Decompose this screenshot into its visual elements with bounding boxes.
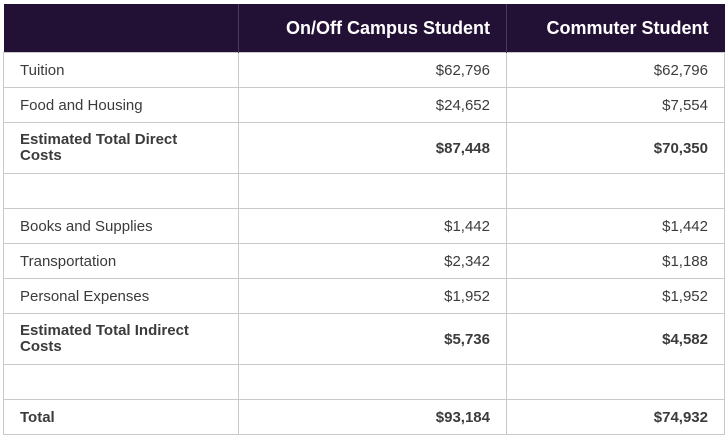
campus-value: $5,736 bbox=[238, 313, 507, 365]
table-row-food-housing: Food and Housing $24,652 $7,554 bbox=[3, 87, 725, 123]
spacer-cell bbox=[506, 173, 725, 209]
table-row-spacer bbox=[3, 173, 725, 209]
table-row-total-indirect-costs: Estimated Total Indirect Costs $5,736 $4… bbox=[3, 313, 725, 365]
campus-value: $2,342 bbox=[238, 243, 507, 279]
commuter-value: $1,442 bbox=[506, 208, 725, 244]
table-row-grand-total: Total $93,184 $74,932 bbox=[3, 399, 725, 435]
header-commuter-student: Commuter Student bbox=[506, 4, 725, 53]
campus-value: $87,448 bbox=[238, 122, 507, 174]
cost-of-attendance-table-wrapper: On/Off Campus Student Commuter Student T… bbox=[3, 4, 725, 435]
row-label: Total bbox=[3, 399, 239, 435]
cost-of-attendance-table: On/Off Campus Student Commuter Student T… bbox=[3, 4, 725, 435]
spacer-cell bbox=[238, 364, 507, 400]
table-row-total-direct-costs: Estimated Total Direct Costs $87,448 $70… bbox=[3, 122, 725, 174]
commuter-value: $4,582 bbox=[506, 313, 725, 365]
commuter-value: $1,952 bbox=[506, 278, 725, 314]
commuter-value: $70,350 bbox=[506, 122, 725, 174]
spacer-cell bbox=[238, 173, 507, 209]
campus-value: $24,652 bbox=[238, 87, 507, 123]
commuter-value: $1,188 bbox=[506, 243, 725, 279]
campus-value: $1,442 bbox=[238, 208, 507, 244]
campus-value: $62,796 bbox=[238, 52, 507, 88]
row-label: Personal Expenses bbox=[3, 278, 239, 314]
header-empty-cell bbox=[3, 4, 239, 53]
row-label: Transportation bbox=[3, 243, 239, 279]
row-label: Food and Housing bbox=[3, 87, 239, 123]
campus-value: $1,952 bbox=[238, 278, 507, 314]
spacer-cell bbox=[506, 364, 725, 400]
commuter-value: $62,796 bbox=[506, 52, 725, 88]
row-label: Tuition bbox=[3, 52, 239, 88]
table-header-row: On/Off Campus Student Commuter Student bbox=[3, 4, 725, 53]
row-label: Books and Supplies bbox=[3, 208, 239, 244]
spacer-cell bbox=[3, 173, 239, 209]
row-label: Estimated Total Direct Costs bbox=[3, 122, 239, 174]
table-row-spacer bbox=[3, 364, 725, 400]
commuter-value: $7,554 bbox=[506, 87, 725, 123]
table-row-personal-expenses: Personal Expenses $1,952 $1,952 bbox=[3, 278, 725, 314]
table-row-books-supplies: Books and Supplies $1,442 $1,442 bbox=[3, 208, 725, 244]
header-on-off-campus-student: On/Off Campus Student bbox=[238, 4, 507, 53]
table-row-tuition: Tuition $62,796 $62,796 bbox=[3, 52, 725, 88]
commuter-value: $74,932 bbox=[506, 399, 725, 435]
row-label: Estimated Total Indirect Costs bbox=[3, 313, 239, 365]
campus-value: $93,184 bbox=[238, 399, 507, 435]
table-row-transportation: Transportation $2,342 $1,188 bbox=[3, 243, 725, 279]
spacer-cell bbox=[3, 364, 239, 400]
